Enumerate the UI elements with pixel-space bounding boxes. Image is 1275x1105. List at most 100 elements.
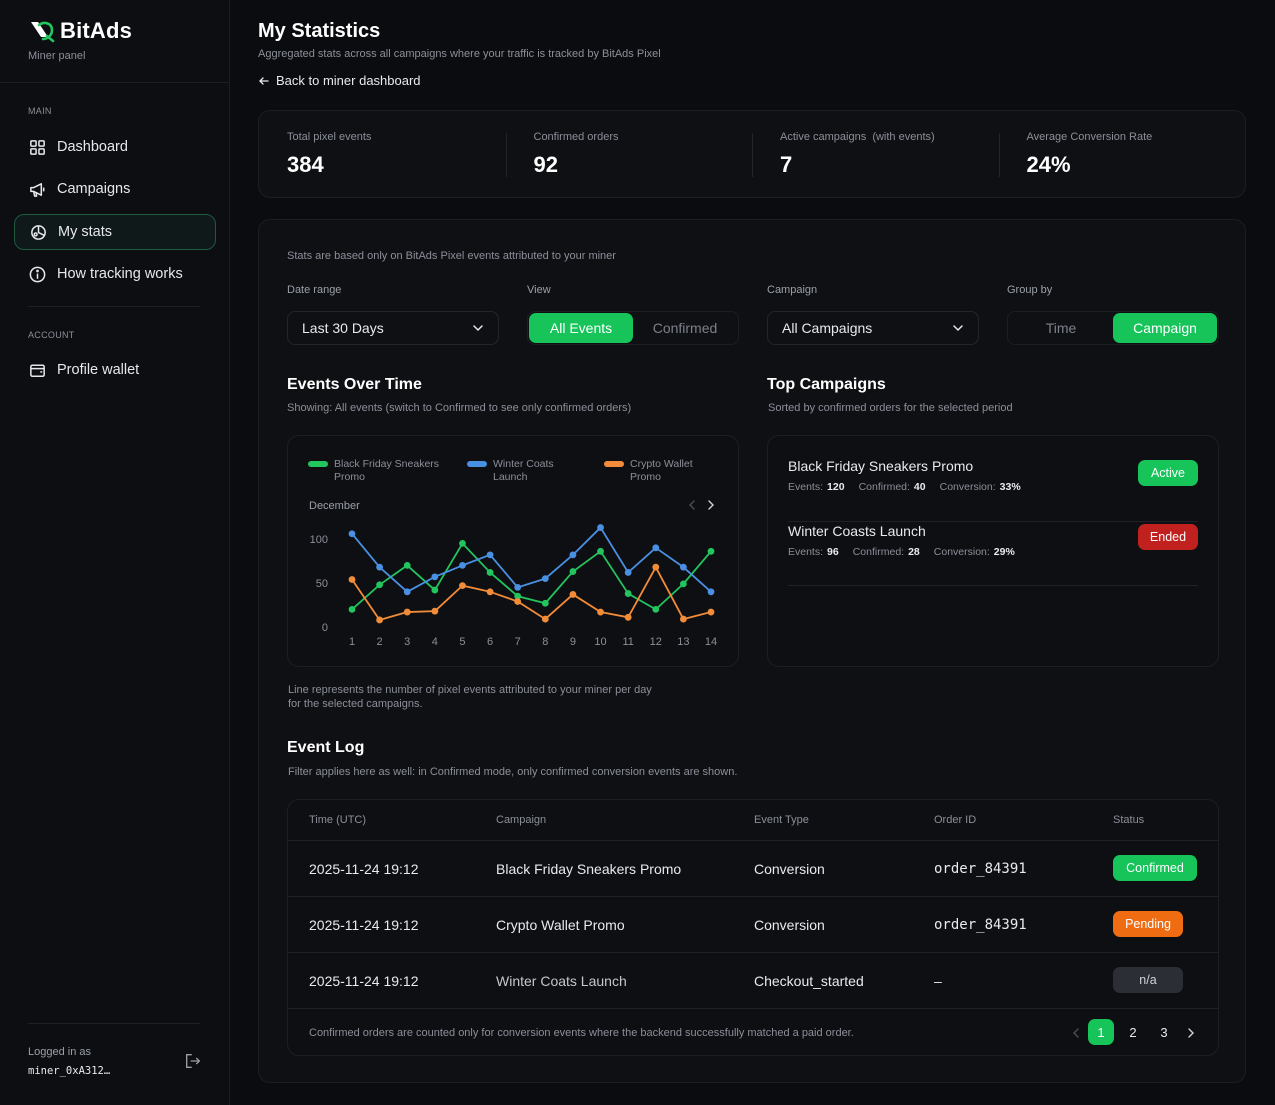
top-campaigns-subtitle: Sorted by confirmed orders for the selec…: [768, 402, 1013, 414]
data-point[interactable]: [514, 598, 522, 605]
campaign-select[interactable]: All Campaigns: [767, 311, 979, 345]
grid-icon: [30, 139, 45, 155]
legend-label: Crypto Wallet Promo: [630, 458, 693, 483]
series-line: [351, 542, 712, 611]
back-to-dashboard-link[interactable]: Back to miner dashboard: [258, 73, 421, 88]
view-all-events-button[interactable]: All Events: [529, 313, 633, 343]
stat-total-pixel-events: Total pixel events 384: [259, 111, 506, 197]
logout-icon[interactable]: [184, 1052, 202, 1070]
campaign-metrics: Events: 120 Confirmed: 40 Conversion: 33%: [788, 481, 1021, 493]
page-button-3[interactable]: 3: [1160, 1024, 1168, 1040]
data-point[interactable]: [459, 562, 466, 569]
data-point[interactable]: [624, 613, 632, 621]
cell-campaign: Crypto Wallet Promo: [496, 917, 625, 933]
page-button-2[interactable]: 2: [1129, 1024, 1137, 1040]
data-point[interactable]: [514, 592, 522, 600]
data-point[interactable]: [431, 586, 439, 594]
y-tick-label: 0: [322, 622, 328, 634]
data-point[interactable]: [459, 582, 466, 590]
data-point[interactable]: [707, 608, 715, 616]
back-link-label: Back to miner dashboard: [276, 73, 421, 88]
legend-item[interactable]: Crypto Wallet Promo: [604, 458, 714, 484]
cell-campaign: Winter Coats Launch: [496, 973, 627, 989]
view-confirmed-button[interactable]: Confirmed: [652, 320, 718, 336]
data-point[interactable]: [707, 547, 715, 555]
data-point[interactable]: [541, 599, 549, 607]
brand[interactable]: BitAds Miner panel: [28, 18, 132, 62]
data-point[interactable]: [376, 563, 384, 571]
data-point[interactable]: [624, 590, 632, 597]
data-point[interactable]: [624, 569, 632, 576]
sidebar-item-how-tracking-works[interactable]: How tracking works: [14, 256, 216, 292]
campaign-row[interactable]: Black Friday Sneakers Promo Events: 120 C…: [788, 458, 1198, 522]
cell-time: 2025-11-24 19:12: [309, 861, 419, 877]
data-point[interactable]: [679, 580, 687, 588]
data-point[interactable]: [431, 607, 439, 615]
chevron-left-icon[interactable]: [1070, 1027, 1082, 1039]
data-point[interactable]: [597, 608, 604, 616]
event-log-subtitle: Filter applies here as well: in Confirme…: [288, 766, 738, 778]
chevron-right-icon[interactable]: [1185, 1027, 1197, 1039]
metric-confirmed: Confirmed: 28: [852, 546, 920, 558]
date-range-select[interactable]: Last 30 Days: [287, 311, 499, 345]
divider: [28, 1023, 200, 1024]
data-point[interactable]: [431, 573, 439, 581]
arrow-left-icon: [259, 76, 269, 85]
cell-time: 2025-11-24 19:12: [309, 973, 419, 989]
data-point[interactable]: [569, 568, 577, 575]
data-point[interactable]: [652, 606, 660, 613]
data-point[interactable]: [376, 616, 384, 624]
group-by-time-button[interactable]: Time: [1045, 320, 1077, 336]
data-point[interactable]: [403, 588, 411, 596]
x-tick-label: 12: [650, 636, 662, 648]
data-point[interactable]: [459, 540, 466, 547]
sidebar-item-profile-wallet[interactable]: Profile wallet: [14, 352, 216, 388]
campaign-row[interactable]: Winter Coasts Launch Events: 96 Confirmed…: [788, 522, 1198, 586]
data-point[interactable]: [541, 575, 549, 582]
data-point[interactable]: [403, 562, 411, 569]
group-by-label: Group by: [1007, 284, 1053, 296]
metric-confirmed: Confirmed: 40: [858, 481, 926, 493]
sidebar-item-campaigns[interactable]: Campaigns: [14, 171, 216, 207]
chevron-left-icon[interactable]: [686, 499, 698, 511]
data-point[interactable]: [376, 581, 384, 589]
data-point[interactable]: [486, 551, 494, 559]
data-point[interactable]: [403, 608, 411, 616]
series-line: [351, 566, 712, 621]
data-point[interactable]: [569, 551, 577, 559]
data-point[interactable]: [679, 615, 687, 623]
group-by-campaign-button[interactable]: Campaign: [1113, 313, 1217, 343]
page-button-1[interactable]: 1: [1088, 1019, 1114, 1045]
data-point[interactable]: [348, 530, 356, 538]
sidebar-item-my-stats[interactable]: My stats: [14, 214, 216, 250]
data-point[interactable]: [679, 563, 687, 571]
data-point[interactable]: [707, 588, 715, 596]
data-point[interactable]: [597, 547, 604, 555]
data-point[interactable]: [652, 563, 660, 571]
y-tick-label: 50: [316, 578, 328, 590]
legend-item[interactable]: Black Friday Sneakers Promo: [308, 458, 458, 484]
info-icon: [29, 266, 46, 282]
data-point[interactable]: [348, 576, 356, 583]
chart-footnote: Line represents the number of pixel even…: [288, 683, 652, 711]
chevron-right-icon[interactable]: [705, 499, 717, 511]
data-point[interactable]: [486, 588, 494, 596]
data-point[interactable]: [514, 584, 522, 591]
data-point[interactable]: [541, 615, 549, 623]
chevron-down-icon: [473, 325, 483, 332]
column-header: Campaign: [496, 814, 547, 826]
view-toggle: All Events Confirmed: [527, 311, 739, 345]
campaign-name: Winter Coasts Launch: [788, 523, 926, 539]
stat-active-campaigns: Active campaigns (with events) 7: [752, 111, 999, 197]
campaign-label: Campaign: [767, 284, 818, 296]
legend-item[interactable]: Winter Coats Launch: [467, 458, 577, 484]
data-point[interactable]: [652, 544, 660, 552]
data-point[interactable]: [486, 569, 494, 576]
wallet-icon: [30, 364, 45, 377]
data-point[interactable]: [348, 606, 356, 613]
legend-swatch: [604, 461, 624, 467]
data-point[interactable]: [569, 591, 577, 598]
sidebar-item-dashboard[interactable]: Dashboard: [14, 129, 216, 165]
data-point[interactable]: [597, 524, 604, 531]
